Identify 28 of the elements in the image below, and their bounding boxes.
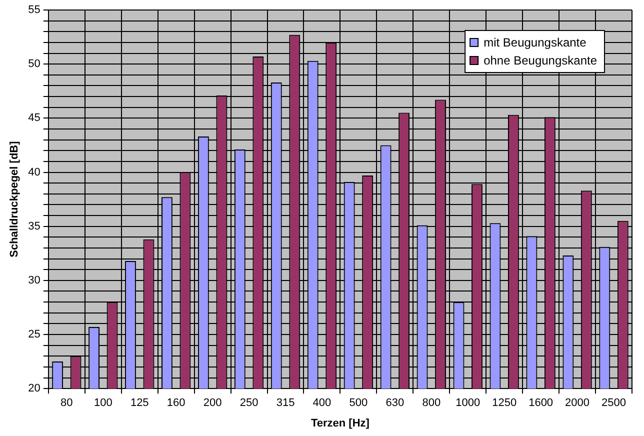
x-axis-title: Terzen [Hz] — [310, 417, 370, 430]
y-tick-label: 35 — [28, 220, 40, 232]
y-tick-label: 45 — [28, 112, 40, 124]
x-tick-label: 315 — [276, 397, 295, 410]
y-tick-label: 20 — [28, 382, 40, 395]
x-tick-label: 125 — [130, 397, 149, 410]
x-tick-label: 630 — [386, 397, 404, 410]
x-tick-label: 2500 — [602, 397, 626, 410]
x-tick-label: 400 — [312, 397, 332, 410]
legend-label: mit Beugungskante — [484, 35, 587, 50]
legend-label: ohne Beugungskante — [484, 53, 598, 68]
y-tick-label: 25 — [28, 328, 40, 341]
x-tick-label: 160 — [166, 397, 186, 410]
y-tick-label: 50 — [28, 58, 40, 70]
x-tick-label: 500 — [349, 397, 368, 410]
y-tick-label: 40 — [28, 166, 40, 178]
x-tick-label: 800 — [422, 397, 441, 410]
y-tick-label: 55 — [28, 4, 40, 16]
y-tick-label: 30 — [28, 274, 40, 286]
x-tick-label: 1600 — [528, 397, 554, 410]
x-tick-label: 2000 — [565, 397, 590, 410]
x-tick-label: 1000 — [456, 397, 480, 410]
x-tick-label: 250 — [240, 397, 258, 410]
y-axis-title: Schalldruckpegel [dB] — [8, 140, 21, 258]
x-tick-label: 80 — [60, 397, 73, 410]
x-tick-label: 1250 — [492, 397, 517, 410]
x-tick-label: 100 — [94, 397, 112, 410]
x-tick-label: 200 — [203, 397, 222, 410]
